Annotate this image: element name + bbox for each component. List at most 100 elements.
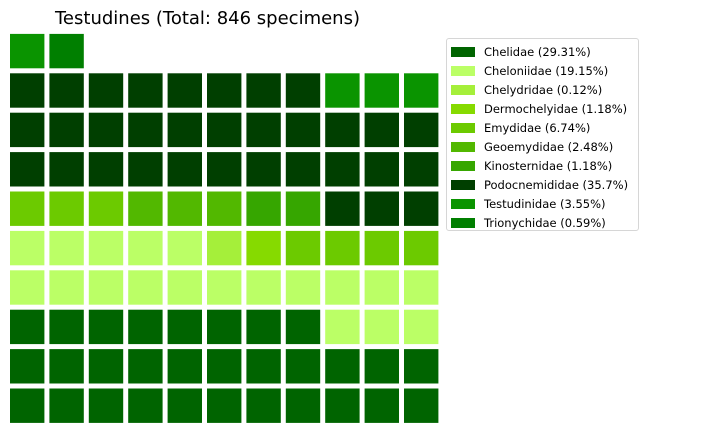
waffle-cell bbox=[325, 270, 360, 305]
waffle-cell bbox=[246, 388, 281, 423]
waffle-cell bbox=[128, 112, 163, 148]
waffle-cell bbox=[404, 152, 439, 187]
waffle-cell bbox=[325, 388, 360, 423]
waffle-cell bbox=[10, 152, 45, 187]
waffle-cell bbox=[128, 230, 163, 266]
legend-swatch bbox=[451, 122, 475, 133]
waffle-cell bbox=[128, 152, 163, 187]
legend-swatch bbox=[451, 161, 475, 172]
waffle-cell bbox=[207, 349, 242, 384]
legend-label: Dermochelyidae (1.18%) bbox=[484, 101, 628, 116]
legend-item: Chelidae (29.31%) bbox=[451, 42, 638, 61]
waffle-cell bbox=[364, 230, 399, 266]
waffle-cell bbox=[325, 309, 360, 345]
waffle-cell bbox=[325, 152, 360, 187]
waffle-cell bbox=[167, 73, 202, 108]
waffle-cell bbox=[404, 230, 439, 266]
waffle-cell bbox=[49, 73, 84, 108]
waffle-cell bbox=[285, 152, 321, 187]
waffle-cell bbox=[10, 270, 45, 305]
waffle-cell bbox=[404, 112, 439, 148]
waffle-cell bbox=[167, 112, 202, 148]
waffle-cell bbox=[364, 152, 399, 187]
waffle-cell bbox=[404, 309, 439, 345]
legend-swatch bbox=[451, 84, 475, 95]
legend-swatch bbox=[451, 65, 475, 76]
waffle-cell bbox=[88, 230, 124, 266]
waffle-cell bbox=[246, 152, 281, 187]
waffle-cell bbox=[325, 230, 360, 266]
legend-item: Emydidae (6.74%) bbox=[451, 118, 638, 137]
waffle-cell bbox=[325, 112, 360, 148]
waffle-cell bbox=[285, 73, 321, 108]
legend-swatch bbox=[451, 218, 475, 229]
waffle-cell bbox=[88, 349, 124, 384]
waffle-cell bbox=[246, 73, 281, 108]
waffle-cell bbox=[167, 309, 202, 345]
waffle-cell bbox=[49, 349, 84, 384]
waffle-cell bbox=[167, 270, 202, 305]
waffle-cell bbox=[285, 349, 321, 384]
waffle-cell bbox=[128, 191, 163, 226]
waffle-cell bbox=[246, 349, 281, 384]
waffle-cell bbox=[207, 388, 242, 423]
waffle-cell bbox=[128, 73, 163, 108]
waffle-cell bbox=[364, 270, 399, 305]
legend-label: Trionychidae (0.59%) bbox=[484, 216, 606, 231]
waffle-cell bbox=[10, 191, 45, 226]
waffle-cell bbox=[49, 152, 84, 187]
waffle-cell bbox=[285, 270, 321, 305]
chart-title: Testudines (Total: 846 specimens) bbox=[55, 8, 360, 29]
legend-label: Testudinidae (3.55%) bbox=[484, 197, 606, 212]
waffle-cell bbox=[128, 388, 163, 423]
waffle-cell bbox=[285, 309, 321, 345]
waffle-cell bbox=[285, 112, 321, 148]
waffle-cell bbox=[10, 33, 45, 69]
waffle-cell bbox=[285, 388, 321, 423]
waffle-cell bbox=[207, 152, 242, 187]
legend-swatch bbox=[451, 199, 475, 210]
waffle-cell bbox=[325, 349, 360, 384]
waffle-cell bbox=[246, 230, 281, 266]
legend-item: Trionychidae (0.59%) bbox=[451, 214, 638, 233]
waffle-cell bbox=[246, 191, 281, 226]
waffle-cell bbox=[49, 388, 84, 423]
waffle-cell bbox=[10, 112, 45, 148]
waffle-cell bbox=[49, 191, 84, 226]
waffle-cell bbox=[364, 191, 399, 226]
waffle-cell bbox=[404, 73, 439, 108]
waffle-cell bbox=[404, 349, 439, 384]
legend-item: Dermochelyidae (1.18%) bbox=[451, 99, 638, 118]
waffle-cell bbox=[88, 191, 124, 226]
waffle-cell bbox=[207, 112, 242, 148]
waffle-cell bbox=[88, 270, 124, 305]
waffle-cell bbox=[246, 309, 281, 345]
legend-swatch bbox=[451, 180, 475, 191]
waffle-cell bbox=[404, 388, 439, 423]
legend-item: Kinosternidae (1.18%) bbox=[451, 157, 638, 176]
waffle-cell bbox=[10, 388, 45, 423]
legend-item: Testudinidae (3.55%) bbox=[451, 195, 638, 214]
waffle-cell bbox=[207, 309, 242, 345]
legend-item: Cheloniidae (19.15%) bbox=[451, 61, 638, 80]
waffle-cell bbox=[128, 349, 163, 384]
waffle-cell bbox=[207, 230, 242, 266]
waffle-cell bbox=[10, 349, 45, 384]
waffle-cell bbox=[364, 349, 399, 384]
waffle-cell bbox=[404, 270, 439, 305]
waffle-cell bbox=[10, 309, 45, 345]
waffle-cell bbox=[207, 73, 242, 108]
waffle-cell bbox=[167, 230, 202, 266]
waffle-cell bbox=[325, 73, 360, 108]
waffle-cell bbox=[10, 73, 45, 108]
waffle-cell bbox=[128, 309, 163, 345]
waffle-cell bbox=[128, 270, 163, 305]
waffle-cell bbox=[10, 230, 45, 266]
legend-item: Podocnemididae (35.7%) bbox=[451, 176, 638, 195]
legend-label: Emydidae (6.74%) bbox=[484, 120, 591, 135]
waffle-cell bbox=[207, 270, 242, 305]
waffle-cell bbox=[167, 191, 202, 226]
waffle-cell bbox=[404, 191, 439, 226]
waffle-cell bbox=[88, 73, 124, 108]
waffle-cell bbox=[49, 112, 84, 148]
